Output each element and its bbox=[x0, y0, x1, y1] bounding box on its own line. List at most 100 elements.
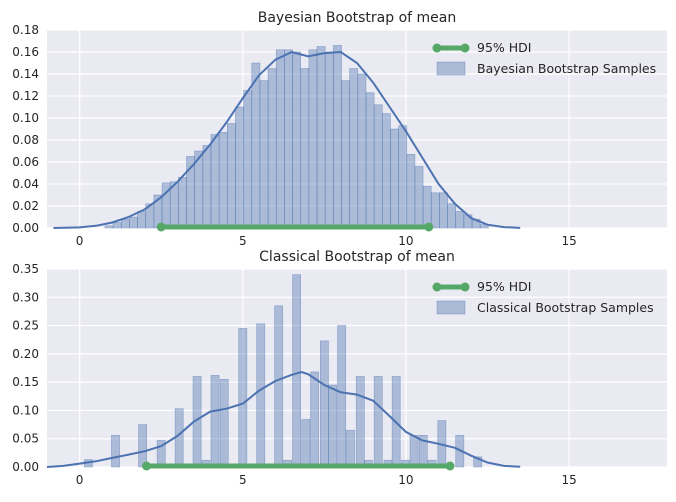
histogram-bar bbox=[120, 218, 130, 229]
histogram-bar bbox=[479, 224, 489, 229]
x-tick-label: 10 bbox=[398, 234, 413, 248]
histogram-bar bbox=[414, 166, 424, 229]
legend-samples-swatch bbox=[436, 300, 466, 315]
histogram-bar bbox=[319, 340, 329, 468]
histogram-bar bbox=[439, 192, 448, 229]
histogram-bar bbox=[274, 305, 284, 468]
histogram-bar bbox=[373, 104, 383, 229]
histogram-bar bbox=[328, 384, 337, 468]
x-tick-label: 5 bbox=[239, 234, 247, 248]
histogram-bar bbox=[138, 424, 147, 468]
y-tick-label: 0.18 bbox=[12, 23, 39, 37]
bayesian-chart: 0 5 10 15 0.00 0.02 0.04 0.06 0.08 0.10 0.12 0.14 0.… bbox=[12, 10, 667, 248]
bayesian-title: Bayesian Bootstrap of mean bbox=[258, 10, 457, 26]
y-tick-label: 0.16 bbox=[12, 45, 39, 59]
kde-curve bbox=[46, 370, 521, 468]
y-tick-label: 0.14 bbox=[12, 67, 39, 81]
x-tick-label: 0 bbox=[76, 234, 84, 248]
histogram-bar bbox=[218, 132, 228, 229]
histogram-bar bbox=[259, 80, 269, 229]
histogram-bar bbox=[357, 73, 367, 229]
histogram-bar bbox=[333, 45, 342, 229]
histogram-bar bbox=[355, 376, 365, 468]
histogram-bar bbox=[129, 216, 138, 229]
x-tick-label: 5 bbox=[239, 473, 247, 487]
histogram-bar bbox=[111, 435, 120, 468]
histogram-bar bbox=[104, 225, 114, 229]
histogram-bar bbox=[365, 92, 375, 229]
histogram-bar bbox=[341, 80, 350, 229]
histogram-bar bbox=[324, 51, 334, 229]
histogram-bar bbox=[373, 376, 383, 468]
histogram-bar bbox=[300, 68, 310, 229]
histogram-bar bbox=[292, 51, 302, 229]
y-tick-label: 0.05 bbox=[12, 432, 39, 446]
y-tick-label: 0.12 bbox=[12, 89, 39, 103]
histogram-bar bbox=[310, 371, 319, 468]
y-tick-label: 0.10 bbox=[12, 403, 39, 417]
histogram-bar bbox=[447, 203, 457, 229]
histogram-bar bbox=[174, 408, 184, 468]
histogram-bar bbox=[256, 323, 266, 468]
legend-label-hdi: 95% HDI bbox=[477, 40, 531, 55]
classical-chart: 0 5 10 15 0.00 0.05 0.10 0.15 0.20 0.25 0.30 0.35 Cl… bbox=[12, 249, 667, 487]
y-tick-label: 0.15 bbox=[12, 375, 39, 389]
y-tick-label: 0.00 bbox=[12, 221, 39, 235]
histogram-bar bbox=[381, 113, 391, 229]
histogram-bar bbox=[226, 123, 236, 229]
histogram-bar bbox=[430, 192, 440, 229]
histogram-bar bbox=[284, 49, 293, 229]
legend-label-samples: Classical Bootstrap Samples bbox=[477, 300, 654, 315]
histogram-bar bbox=[398, 125, 408, 229]
histogram-bar bbox=[267, 68, 277, 229]
histogram-bar bbox=[243, 90, 253, 229]
legend-label-samples: Bayesian Bootstrap Samples bbox=[477, 61, 656, 76]
histogram-bar bbox=[112, 222, 122, 229]
y-tick-label: 0.02 bbox=[12, 199, 39, 213]
histogram-bar bbox=[301, 419, 311, 468]
kde-curve bbox=[53, 50, 521, 229]
histogram-bar bbox=[473, 456, 483, 468]
histogram-bar bbox=[455, 211, 465, 229]
x-tick-label: 10 bbox=[398, 473, 413, 487]
histogram-bar bbox=[210, 375, 220, 468]
y-tick-label: 0.06 bbox=[12, 155, 39, 169]
histogram-bar bbox=[275, 49, 285, 229]
classical-plot-area bbox=[47, 269, 667, 467]
histogram-bar bbox=[349, 68, 359, 229]
y-tick-label: 0.25 bbox=[12, 319, 39, 333]
legend-hdi-marker bbox=[460, 282, 470, 292]
hdi-start-marker bbox=[156, 222, 166, 232]
histogram-bar bbox=[409, 435, 419, 468]
legend-samples-swatch bbox=[436, 61, 466, 76]
histogram-bar bbox=[316, 46, 326, 229]
x-tick-label: 0 bbox=[76, 473, 84, 487]
legend-label-hdi: 95% HDI bbox=[477, 279, 531, 294]
y-tick-label: 0.30 bbox=[12, 290, 39, 304]
histogram-bar bbox=[219, 379, 229, 468]
y-tick-label: 0.08 bbox=[12, 133, 39, 147]
histogram-bar bbox=[238, 328, 248, 468]
y-tick-label: 0.04 bbox=[12, 177, 39, 191]
x-tick-label: 15 bbox=[561, 234, 576, 248]
x-tick-label: 15 bbox=[561, 473, 576, 487]
histogram-bar bbox=[292, 274, 302, 468]
histogram-bar bbox=[210, 134, 220, 229]
y-tick-label: 0.00 bbox=[12, 460, 39, 474]
histogram-bar bbox=[235, 106, 244, 229]
legend-hdi-marker bbox=[432, 43, 442, 53]
histogram-bar bbox=[251, 62, 261, 229]
histogram-bar bbox=[390, 128, 399, 229]
histogram-bar bbox=[178, 177, 187, 229]
histogram-bar bbox=[406, 154, 416, 229]
histogram-bar bbox=[308, 49, 318, 229]
histogram-bar bbox=[337, 325, 347, 468]
legend-hdi-marker bbox=[432, 282, 442, 292]
histogram-bar bbox=[346, 429, 355, 468]
hdi-end-marker bbox=[424, 222, 434, 232]
histogram-bar bbox=[202, 145, 212, 229]
legend-hdi-marker bbox=[460, 43, 470, 53]
histogram-bar bbox=[137, 211, 147, 229]
y-tick-label: 0.20 bbox=[12, 347, 39, 361]
